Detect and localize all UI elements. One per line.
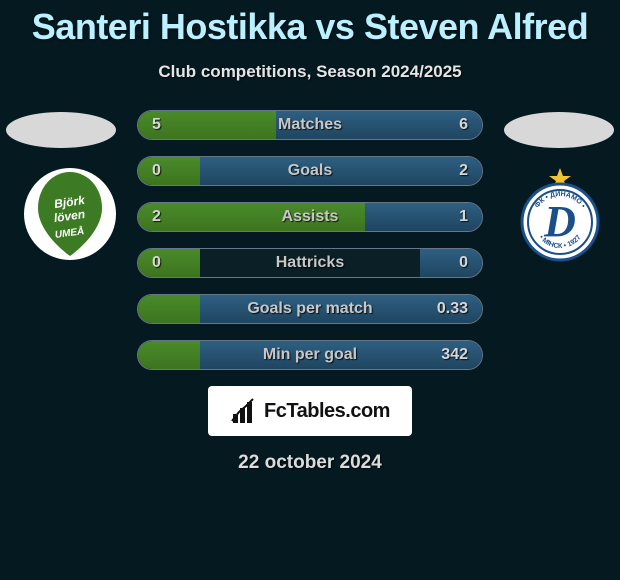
stat-value-left: 5 (152, 111, 161, 140)
stat-row: Goals0 2 (137, 156, 483, 186)
stat-row: Hattricks0 0 (137, 248, 483, 278)
stat-label: Matches (138, 111, 482, 140)
comparison-panel: Björk löven UMEÅ D ФК • ДИНАМО • • МІНСК… (0, 110, 620, 474)
svg-text:D: D (543, 197, 576, 246)
stat-label: Min per goal (138, 341, 482, 370)
stats-bars: Matches56Goals02Assists21Hattricks00Goal… (137, 110, 483, 370)
stat-value-right: 342 (441, 341, 468, 370)
stat-value-left: 0 (152, 157, 161, 186)
fctables-logo: FcTables.com (208, 386, 412, 436)
stat-row: Min per goal342 (137, 340, 483, 370)
stat-value-right: 0.33 (437, 295, 468, 324)
fctables-chart-icon (230, 396, 260, 426)
stat-value-right: 0 (459, 249, 468, 278)
stat-value-left: 0 (152, 249, 161, 278)
stat-row: Assists2 1 (137, 202, 483, 232)
left-club-badge: Björk löven UMEÅ (22, 166, 118, 262)
stat-label: Goals per match (138, 295, 482, 324)
stat-value-right: 6 (459, 111, 468, 140)
right-player-oval (504, 112, 614, 148)
date-label: 22 october 2024 (0, 452, 620, 474)
stat-label: Hattricks (138, 249, 482, 278)
stat-label: Assists (138, 203, 482, 232)
left-player-oval (6, 112, 116, 148)
stat-row: Matches5 6 (137, 110, 483, 140)
fctables-logo-text: FcTables.com (264, 400, 390, 423)
right-club-badge: D ФК • ДИНАМО • • МІНСК • 1927 (512, 166, 608, 262)
dinamo-badge-icon: D ФК • ДИНАМО • • МІНСК • 1927 (512, 166, 608, 262)
stat-value-right: 2 (459, 157, 468, 186)
stat-label: Goals (138, 157, 482, 186)
stat-value-left: 2 (152, 203, 161, 232)
stat-row: Goals per match0.33 (137, 294, 483, 324)
page-title: Santeri Hostikka vs Steven Alfred (0, 0, 620, 48)
bjorkloven-badge-icon: Björk löven UMEÅ (22, 166, 118, 262)
stat-value-right: 1 (459, 203, 468, 232)
subtitle: Club competitions, Season 2024/2025 (0, 62, 620, 82)
